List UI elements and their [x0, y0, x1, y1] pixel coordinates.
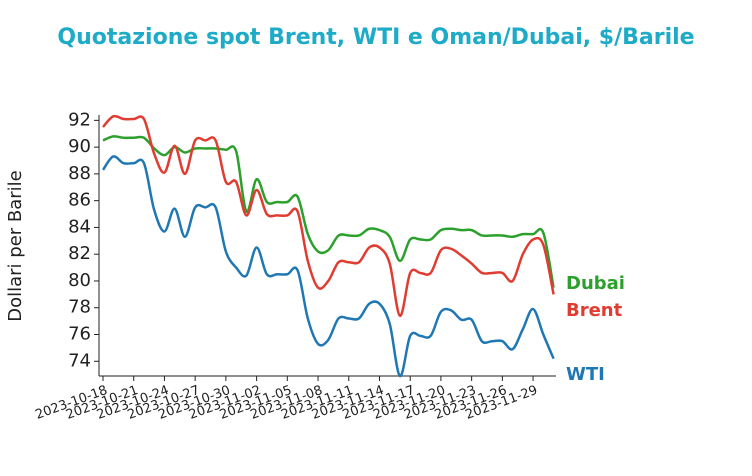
y-tick-label: 92 [68, 109, 91, 130]
series-label: WTI [566, 364, 605, 385]
line-series [101, 155, 555, 378]
y-tick-label: 74 [68, 350, 91, 371]
y-tick-label: 84 [68, 216, 91, 237]
chart-title: Quotazione spot Brent, WTI e Oman/Dubai,… [57, 25, 694, 50]
y-tick-label: 88 [68, 163, 91, 184]
y-tick-label: 78 [68, 297, 91, 318]
y-axis-label: Dollari per Barile [5, 170, 26, 322]
y-tick-label: 82 [68, 243, 91, 264]
series-label: Brent [566, 300, 623, 321]
y-tick-label: 80 [68, 270, 91, 291]
y-tick-label: 86 [68, 190, 91, 211]
series-label: Dubai [566, 273, 625, 294]
y-tick-label: 90 [68, 136, 91, 157]
y-tick-label: 76 [68, 324, 91, 345]
line-series [102, 114, 555, 318]
